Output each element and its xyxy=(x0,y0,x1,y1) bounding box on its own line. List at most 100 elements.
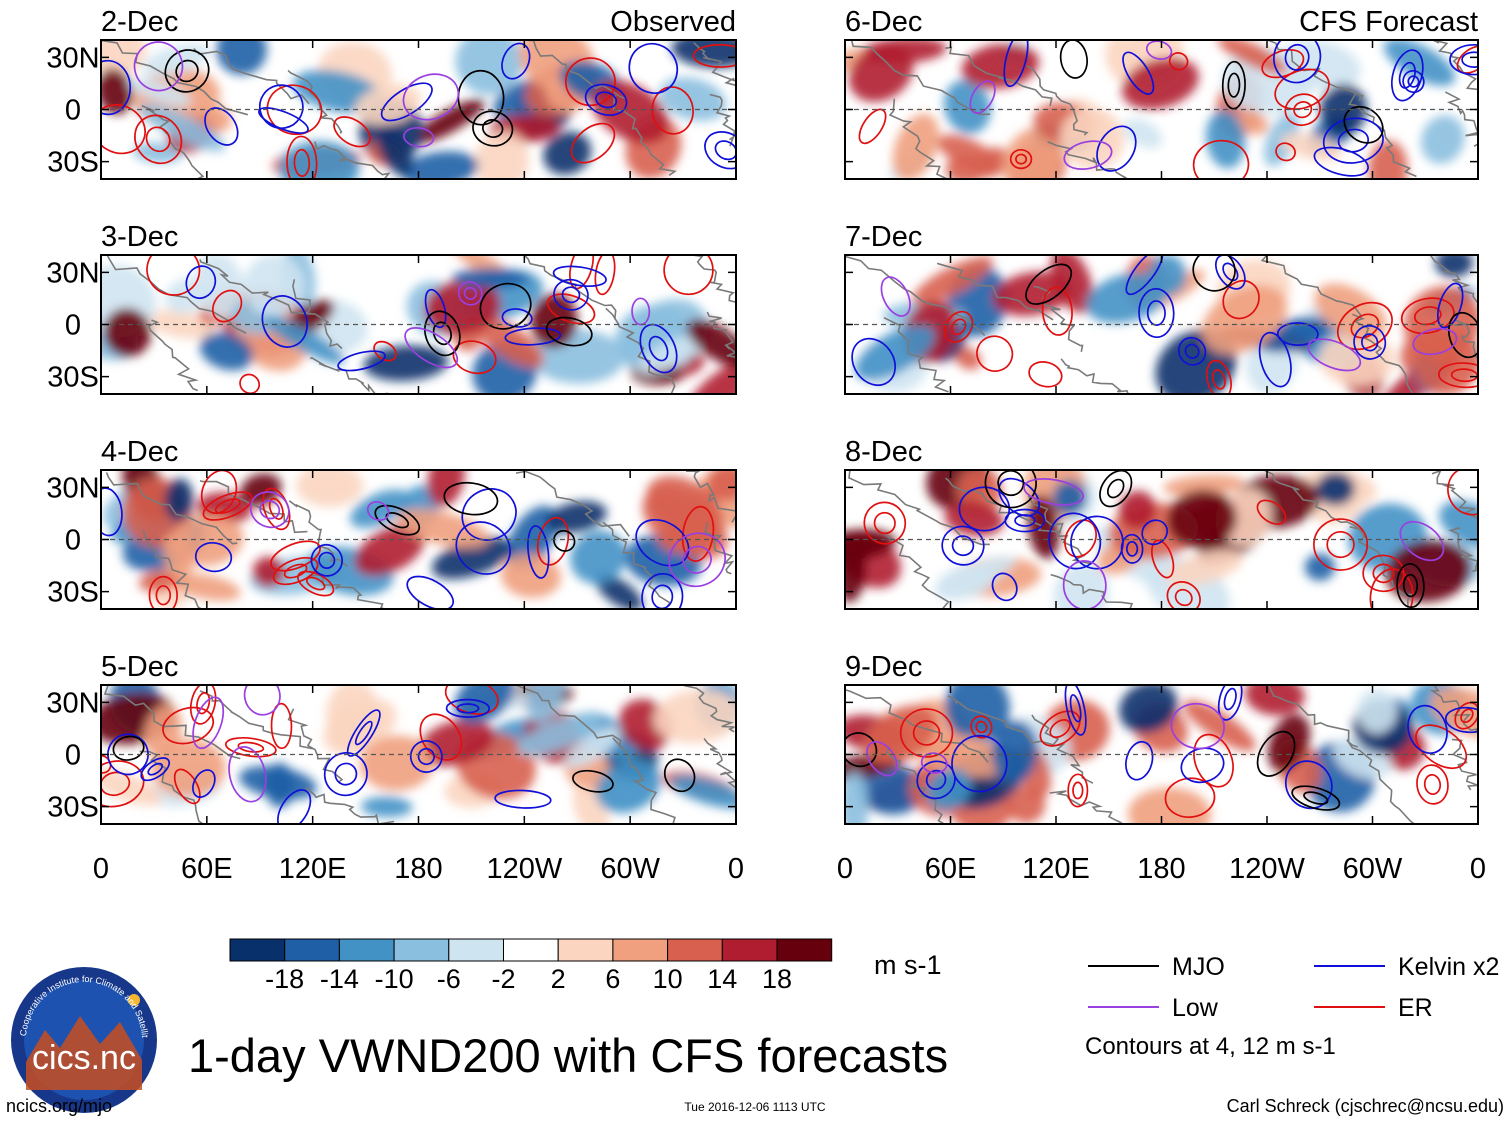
website-link[interactable]: ncics.org/mjo xyxy=(6,1096,112,1116)
wind-anomaly-field xyxy=(101,255,736,394)
colorbar-swatch xyxy=(393,938,450,962)
x-tick-label: 0 xyxy=(1470,853,1486,885)
y-tick-label: 0 xyxy=(65,740,81,772)
colorbar-swatch xyxy=(776,938,833,962)
map-panel xyxy=(844,684,1479,825)
map-panel xyxy=(100,39,737,180)
coastlines xyxy=(845,255,1478,394)
x-tick-label: 60W xyxy=(1343,853,1403,885)
contour-mjo xyxy=(112,735,696,793)
contour-mjo xyxy=(424,282,593,357)
colorbar-tick-label: -10 xyxy=(375,964,414,994)
logo-text: cics.nc xyxy=(32,1039,136,1077)
panel-date-label: 6-Dec xyxy=(845,6,922,38)
colorbar-tick-label: 14 xyxy=(707,964,737,994)
contour-note: Contours at 4, 12 m s-1 xyxy=(1085,1033,1336,1060)
timestamp: Tue 2016-12-06 1113 UTC xyxy=(684,1100,826,1114)
wind-anomaly-field xyxy=(845,470,1478,609)
y-tick-label: 30N xyxy=(46,687,99,719)
legend-label: Low xyxy=(1172,994,1219,1022)
x-tick-label: 0 xyxy=(93,853,109,885)
panel-date-label: 8-Dec xyxy=(845,436,922,468)
colorbar-tick-label: 10 xyxy=(653,964,683,994)
legend-label: MJO xyxy=(1172,953,1225,981)
legend-label: ER xyxy=(1398,994,1433,1022)
y-tick-label: 30S xyxy=(47,362,99,394)
x-tick-label: 0 xyxy=(837,853,853,885)
contour-low xyxy=(1023,478,1445,609)
contour-mjo xyxy=(374,481,576,552)
colorbar-swatch xyxy=(503,938,559,962)
contour-kelvin-x2 xyxy=(851,255,1464,388)
contour-kelvin-x2 xyxy=(107,698,552,824)
map-panel xyxy=(100,684,737,825)
contour-kelvin-x2 xyxy=(185,265,678,374)
x-tick-label: 180 xyxy=(1137,853,1185,885)
contour-low xyxy=(880,276,1458,372)
colorbar-tick-label: -14 xyxy=(320,964,359,994)
x-tick-label: 180 xyxy=(394,853,442,885)
colorbar-swatch xyxy=(667,938,723,962)
y-tick-label: 0 xyxy=(65,95,81,127)
y-tick-label: 30S xyxy=(47,792,99,824)
y-tick-label: 0 xyxy=(65,525,81,557)
colorbar-swatch xyxy=(338,938,395,962)
wind-anomaly-field xyxy=(103,470,736,609)
x-tick-label: 0 xyxy=(728,853,744,885)
panels-layer xyxy=(100,39,1479,825)
panel-date-label: 2-Dec xyxy=(101,6,178,38)
contour-low xyxy=(249,491,726,588)
panel-date-label: 7-Dec xyxy=(845,221,922,253)
colorbar-tick-label: -6 xyxy=(437,964,461,994)
panel-date-label: 9-Dec xyxy=(845,651,922,683)
map-panel xyxy=(844,469,1479,610)
coastlines xyxy=(105,470,736,609)
panel-date-label: 5-Dec xyxy=(101,651,178,683)
x-tick-label: 60W xyxy=(600,853,660,885)
wind-anomaly-field xyxy=(845,40,1465,179)
y-tick-label: 30N xyxy=(46,257,99,289)
colorbar-tick-label: 18 xyxy=(762,964,792,994)
panel-header-label: CFS Forecast xyxy=(1299,6,1478,38)
contour-low xyxy=(192,685,281,803)
y-tick-label: 0 xyxy=(65,310,81,342)
colorbar-swatch xyxy=(557,938,614,962)
contour-er xyxy=(863,470,1478,609)
contour-mjo xyxy=(1025,255,1478,359)
x-tick-label: 120E xyxy=(279,853,347,885)
contour-mjo xyxy=(984,470,1425,609)
colorbar-tick-label: -2 xyxy=(491,964,515,994)
contour-er xyxy=(899,701,1478,819)
contour-kelvin-x2 xyxy=(941,477,1168,602)
contour-kelvin-x2 xyxy=(1003,40,1478,177)
x-tick-label: 60E xyxy=(181,853,233,885)
colorbar-tick-label: 6 xyxy=(605,964,620,994)
colorbar-tick-label: 2 xyxy=(551,964,566,994)
y-tick-label: 30S xyxy=(47,147,99,179)
colorbar-swatch xyxy=(721,938,778,962)
panel-date-label: 4-Dec xyxy=(101,436,178,468)
panel-header-label: Observed xyxy=(610,6,736,38)
x-tick-label: 120W xyxy=(486,853,562,885)
map-panel xyxy=(844,39,1479,180)
contour-mjo xyxy=(845,730,1341,811)
colorbar: -18 -14 -10 -6 -2 2 6 10 14 18 xyxy=(229,938,833,994)
units-label: m s-1 xyxy=(874,950,942,980)
colorbar-tick-label: -18 xyxy=(265,964,304,994)
colorbar-swatch xyxy=(448,938,504,962)
contour-er xyxy=(858,45,1478,179)
contour-low xyxy=(133,41,460,148)
contour-mjo xyxy=(1059,40,1384,144)
map-panel xyxy=(844,254,1479,395)
panel-date-label: 3-Dec xyxy=(101,221,178,253)
colorbar-swatch xyxy=(284,938,340,962)
y-tick-label: 30N xyxy=(46,42,99,74)
colorbar-swatch xyxy=(612,938,669,962)
contour-kelvin-x2 xyxy=(101,487,690,609)
map-panel xyxy=(100,469,737,610)
contour-low xyxy=(866,702,1225,777)
contour-er xyxy=(101,43,736,179)
x-tick-label: 120W xyxy=(1229,853,1305,885)
